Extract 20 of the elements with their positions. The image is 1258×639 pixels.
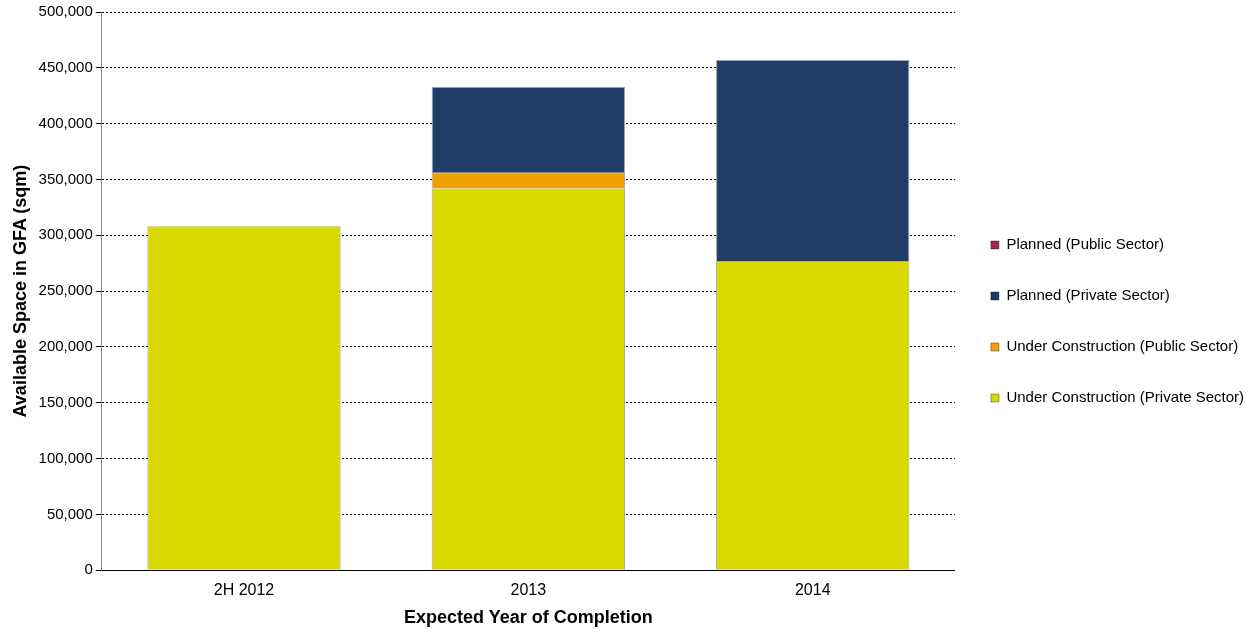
legend-label: Planned (Private Sector) xyxy=(1006,286,1170,304)
y-tick-label: 150,000 xyxy=(38,392,93,410)
x-tick-label: 2H 2012 xyxy=(213,581,275,599)
y-tick-label: 50,000 xyxy=(46,504,93,522)
y-axis-title: Available Space in GFA (sqm) xyxy=(9,164,30,418)
y-tick-label: 500,000 xyxy=(38,2,93,20)
legend-label: Planned (Public Sector) xyxy=(1006,235,1164,253)
y-tick-label: 450,000 xyxy=(38,57,93,75)
legend-label: Under Construction (Public Sector) xyxy=(1006,337,1239,355)
x-axis-title: Expected Year of Completion xyxy=(404,607,653,628)
x-tick-label: 2013 xyxy=(510,581,547,599)
y-tick-label: 350,000 xyxy=(38,169,93,187)
y-tick-label: 300,000 xyxy=(38,225,93,243)
y-tick-label: 100,000 xyxy=(38,448,93,466)
y-tick-label: 0 xyxy=(84,560,93,578)
legend-label: Under Construction (Private Sector) xyxy=(1006,388,1244,406)
x-tick-label: 2014 xyxy=(794,581,831,599)
y-tick-label: 250,000 xyxy=(38,281,93,299)
y-tick-label: 400,000 xyxy=(38,113,93,131)
y-tick-label: 200,000 xyxy=(38,337,93,355)
